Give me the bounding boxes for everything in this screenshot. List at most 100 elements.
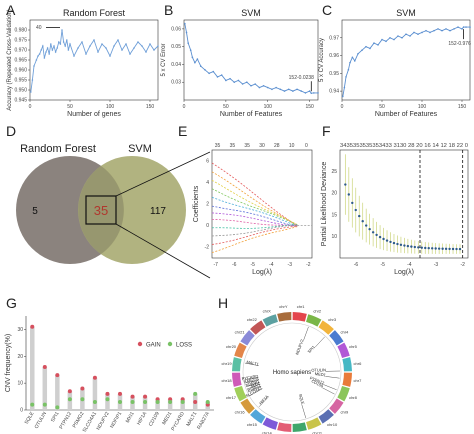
coefficient-path — [211, 225, 298, 245]
chromosome-label: chr7 — [354, 378, 363, 383]
data-point — [451, 247, 455, 251]
data-point — [157, 45, 159, 47]
data-point — [434, 247, 437, 250]
data-point — [364, 224, 368, 227]
chromosome-label: chr14 — [262, 430, 273, 434]
x-axis-label: Number of Features — [220, 111, 283, 118]
venn-set-label-b: SVM — [128, 143, 152, 155]
data-point — [48, 53, 50, 55]
loss-point — [118, 399, 122, 404]
data-point — [429, 31, 431, 34]
chromosome-segment — [337, 386, 350, 402]
data-point — [455, 247, 458, 251]
data-point — [208, 72, 210, 75]
coefficient-path — [211, 224, 298, 237]
gain-point — [55, 373, 60, 378]
data-point — [59, 43, 62, 45]
data-point — [61, 29, 63, 31]
gene-label-sqle: SQLE — [298, 393, 306, 405]
data-point — [35, 59, 38, 61]
plot-frame — [183, 19, 319, 101]
data-point — [216, 76, 219, 78]
data-point — [448, 247, 451, 251]
panel-letter-b: B — [164, 2, 173, 18]
coefficient-path — [211, 219, 298, 226]
gene-marker — [301, 404, 307, 419]
chromosome-label: chr20 — [226, 344, 237, 349]
data-point — [461, 28, 463, 30]
loss-point — [205, 399, 210, 404]
y-axis-label: 5 x CV Accuracy — [319, 38, 325, 82]
x-tick-label: -3 — [288, 262, 293, 268]
loss-point — [143, 399, 148, 404]
y-tick-label: 0.980 — [14, 28, 27, 34]
data-point — [369, 47, 371, 50]
coefficient-path — [211, 196, 298, 227]
chromosome-label: chr19 — [222, 361, 233, 366]
data-point — [283, 90, 286, 92]
data-point — [275, 86, 277, 89]
chromosome-segment — [277, 422, 292, 432]
x-tick-label: -7 — [213, 262, 218, 268]
data-point — [437, 247, 441, 250]
data-point — [410, 245, 413, 248]
top-axis-label: 35 — [215, 143, 221, 149]
chart-title: Random Forest — [63, 8, 126, 18]
data-point — [368, 227, 371, 231]
x-tick-label: -5 — [380, 262, 385, 268]
panel-letter-a: A — [6, 2, 16, 18]
gene-marker — [325, 376, 340, 379]
data-point — [347, 68, 350, 71]
gene-marker — [247, 383, 261, 390]
category-label: HIF1A — [136, 410, 149, 426]
gene-marker — [245, 379, 259, 384]
chromosome-segment — [306, 314, 322, 327]
data-point — [420, 246, 423, 249]
chromosome-label: chr5 — [349, 344, 358, 349]
data-point — [433, 29, 435, 32]
legend-loss-swatch — [167, 341, 173, 347]
panel-e-lasso-paths: -7 -6 -5 -4 -3 -2 -2 0 2 4 6 35 35 35 30 28 10 0 Log(λ) Coe… — [193, 143, 313, 276]
data-point — [465, 26, 467, 28]
data-point — [361, 219, 364, 223]
data-point — [199, 65, 202, 68]
data-point — [38, 53, 41, 55]
data-point — [392, 241, 396, 245]
data-point — [279, 88, 282, 91]
coefficient-path — [211, 226, 298, 253]
x-tick-label: -5 — [251, 262, 256, 268]
data-point — [403, 244, 406, 247]
x-tick-label: 150 — [146, 104, 155, 110]
data-point — [354, 60, 356, 62]
data-point — [30, 91, 32, 93]
gene-label-pycard: PYCARD — [241, 374, 258, 382]
venn-overlap — [78, 166, 124, 254]
chromosome-segment — [232, 372, 242, 387]
data-point — [117, 39, 119, 41]
data-point — [287, 88, 290, 91]
data-point — [189, 49, 192, 52]
gene-marker — [258, 396, 269, 408]
y-tick-label: 0.965 — [14, 58, 27, 64]
data-point — [399, 243, 403, 247]
data-point — [45, 51, 47, 53]
loss-point — [105, 397, 110, 402]
panel-f-deviance: -6 -5 -4 -3 -2 10 15 20 25 3435353535353433 3130 … — [321, 143, 469, 276]
data-point — [424, 246, 427, 250]
y-tick-label: 0 — [206, 223, 209, 229]
data-point — [225, 79, 227, 82]
annotation-label: 152-0.976 — [448, 41, 471, 47]
data-point — [67, 49, 70, 51]
data-point — [121, 49, 123, 51]
data-point — [191, 56, 194, 59]
y-tick-label: 0.03 — [171, 80, 181, 86]
gain-point — [105, 391, 110, 396]
chromosome-segment — [329, 398, 344, 414]
data-point — [343, 86, 346, 89]
coefficient-path — [211, 162, 298, 227]
loss-point — [55, 405, 60, 410]
data-point — [237, 79, 240, 82]
plot-frame — [211, 149, 313, 259]
y-tick-label: 0.06 — [171, 26, 181, 32]
gene-label-spi1: SPI1 — [306, 344, 316, 354]
